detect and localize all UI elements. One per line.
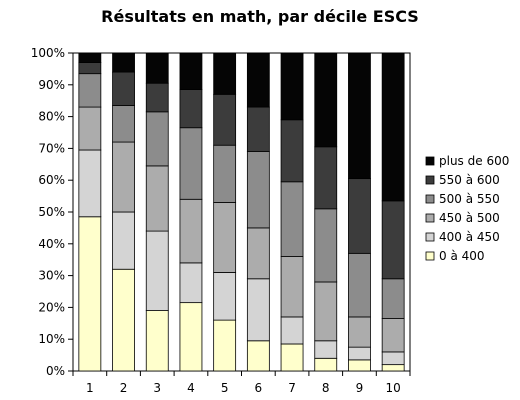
bar-segment [348,52,371,180]
y-tick-label: 90% [38,78,65,92]
bar-segment [348,346,371,361]
bar-segment [381,351,405,366]
bar-segment [314,52,338,148]
y-tick-label: 70% [38,141,65,155]
bar-segment [112,141,135,213]
legend-swatch [425,194,435,204]
bar-segment [213,319,237,372]
bar-segment [213,272,237,321]
y-tick-label: 20% [38,300,65,314]
bar-segment [78,149,102,218]
bar-segment [246,52,270,108]
bar-segment [314,146,338,210]
bar-segment [213,144,237,203]
bar-segment [280,343,304,372]
bar-segment [381,52,405,202]
legend-label: plus de 600 [439,154,509,168]
bar-segment [112,105,135,143]
x-tick-label: 4 [187,381,195,395]
bar-segment [314,340,338,359]
bar-segment [381,318,405,353]
x-tick-label: 7 [288,381,296,395]
bar-segment [314,281,338,342]
bar-segment [348,316,371,348]
legend-label: 400 à 450 [439,230,500,244]
x-tick-label: 5 [221,381,229,395]
bar-segment [112,268,135,372]
legend-label: 450 à 500 [439,211,500,225]
bar-segment [246,227,270,280]
y-tick-label: 40% [38,237,65,251]
bar-segment [213,93,237,146]
x-tick-label: 3 [153,381,161,395]
bar-segment [246,106,270,152]
bar-segment [179,262,203,304]
bar-segment [145,82,169,113]
legend: plus de 600 550 à 600 500 à 550 450 à 500 40… [425,154,509,263]
bar-segment [381,278,405,319]
legend-swatch [425,251,435,261]
chart-title: Résultats en math, par décile ESCS [101,7,419,26]
bar-segment [280,119,304,183]
bar-segment [145,310,169,372]
bar-segment [280,52,304,121]
bar-segment [179,89,203,129]
bar-segment [112,71,135,106]
bar-segment [78,62,102,75]
y-axis: 0% 10% 20% 30% 40% 50% 60% 70% 80% 90% 100% [31,46,73,378]
bar-segment [348,178,371,254]
x-tick-label: 10 [386,381,401,395]
bar-segment [112,211,135,270]
bar-segment [381,200,405,280]
y-tick-label: 10% [38,332,65,346]
x-tick-label: 1 [86,381,94,395]
bar-segment [280,181,304,257]
y-tick-label: 80% [38,110,65,124]
bar-segment [179,302,203,372]
bar-segment [381,364,405,372]
bar-segment [179,52,203,90]
bar-segment [246,278,270,342]
bar-segment [179,127,203,200]
legend-swatch [425,232,435,242]
x-axis: 1 2 3 4 5 6 7 8 9 10 [72,371,411,395]
legend-swatch [425,175,435,185]
bar-segment [348,252,371,318]
bar-segment [145,111,169,167]
bar-segment [246,151,270,229]
bar-segment [280,256,304,318]
legend-swatch [425,213,435,223]
bar-segment [78,216,102,372]
legend-label: 500 à 550 [439,192,500,206]
legend-swatch [425,156,435,166]
bar-segment [314,357,338,372]
x-tick-label: 8 [322,381,330,395]
x-tick-label: 9 [356,381,364,395]
bar-segment [348,359,371,372]
bar-segment [78,73,102,108]
bar-segment [213,52,237,95]
y-tick-label: 50% [38,205,65,219]
y-tick-label: 30% [38,269,65,283]
bar-segment [179,198,203,264]
y-tick-label: 60% [38,173,65,187]
bars [78,52,405,372]
bar-segment [213,202,237,273]
bar-segment [78,106,102,151]
bar-segment [314,208,338,283]
bar-segment [280,316,304,345]
legend-label: 550 à 600 [439,173,500,187]
bar-segment [246,340,270,372]
y-tick-label: 100% [31,46,65,60]
x-tick-label: 6 [255,381,263,395]
bar-segment [145,230,169,311]
bar-segment [112,52,135,73]
legend-label: 0 à 400 [439,249,485,263]
y-tick-label: 0% [46,364,65,378]
x-tick-label: 2 [120,381,128,395]
bar-segment [145,165,169,232]
bar-segment [78,52,102,63]
bar-segment [145,52,169,84]
